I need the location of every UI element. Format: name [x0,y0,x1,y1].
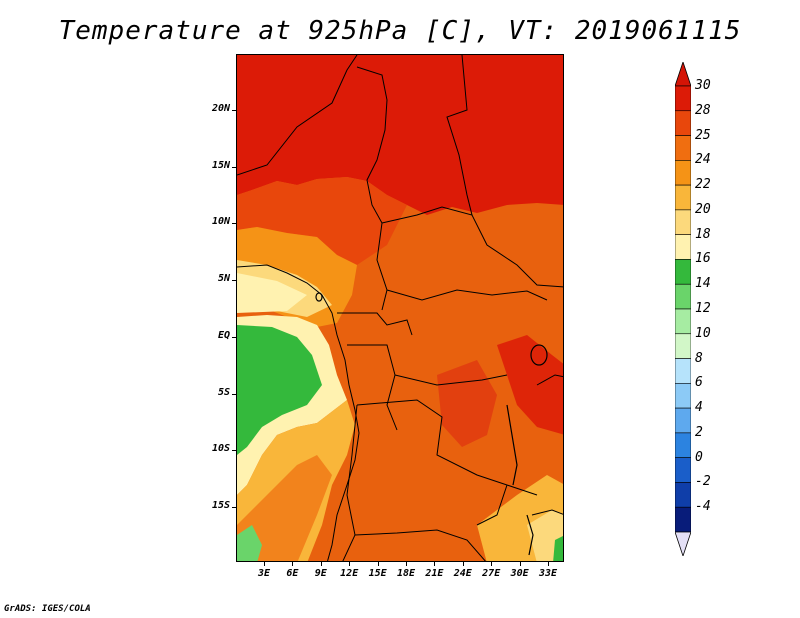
field-central-hot [437,360,497,447]
colorbar-segment [675,457,691,483]
colorbar-label: -2 [695,474,711,490]
lon-tick [548,562,549,566]
colorbar-segment [675,358,691,384]
colorbar-label: 4 [695,400,703,416]
lat-tick [232,506,236,508]
colorbar-label: 16 [695,251,711,267]
colorbar-segment [675,184,691,211]
field-sahel [237,177,407,265]
lon-label: 12E [340,568,359,579]
lakes [315,292,548,556]
lon-tick [264,562,265,566]
lat-tick [232,223,236,225]
field-se-green [553,536,563,561]
colorbar-label: 18 [695,226,711,242]
colorbar-label: 30 [695,78,711,93]
lat-label: EQ [217,329,230,341]
colorbar-segment [675,432,691,458]
country-borders [237,55,563,561]
colorbar-segment [675,383,691,409]
lon-tick [434,562,436,566]
colorbar-segment [675,85,691,112]
lon-label: 30E [510,568,529,579]
lat-tick [232,336,236,338]
colorbar-label: 22 [695,177,711,193]
lon-tick [491,562,493,566]
field-ocean-green [237,325,322,455]
lon-tick [519,562,521,566]
lat-label: 10N [211,216,230,228]
lon-label: 33E [538,568,558,579]
colorbar-segment [675,234,691,260]
colorbar [675,62,691,556]
colorbar-label: 8 [695,350,703,366]
lon-label: 24E [453,568,472,579]
lat-label: 15N [211,159,230,171]
lon-tick [406,562,407,566]
lon-tick [292,562,294,566]
colorbar-label: -4 [695,499,711,515]
map-canvas [237,55,563,561]
temperature-map [236,54,564,562]
colorbar-top-arrow [675,62,691,87]
lon-label: 9E [314,568,327,579]
colorbar-label: 0 [695,449,703,465]
lat-tick [232,166,236,168]
lat-label: 5S [217,386,230,398]
coastline [237,264,360,561]
lon-label: 21E [425,568,444,579]
lat-tick [232,450,236,452]
colorbar-segment [675,160,691,186]
lon-label: 3E [257,568,271,579]
colorbar-label: 14 [695,276,711,292]
colorbar-segment [675,482,691,508]
field-north-hot [237,55,563,215]
lat-tick [232,110,236,111]
lat-label: 20N [211,103,230,114]
lon-label: 6E [286,568,299,579]
colorbar-segment [675,333,691,359]
colorbar-segment [675,407,691,434]
colorbar-segment [675,506,691,533]
colorbar-label: 28 [695,102,711,118]
lat-label: 15S [211,499,230,511]
lon-tick [462,562,464,566]
colorbar-segment [675,135,691,161]
colorbar-segment [675,259,691,285]
colorbar-label: 2 [695,424,703,440]
field-sw-orange [237,455,332,561]
lon-label: 15E [368,568,387,579]
colorbar-label: 20 [695,201,711,217]
lat-tick [232,393,236,395]
grads-credit: GrADS: IGES/COLA [4,604,91,614]
lon-tick [349,562,351,566]
colorbar-segment [675,209,691,235]
lat-label: 5N [217,273,230,285]
colorbar-label: 10 [695,325,711,341]
lon-label: 27E [482,568,501,579]
colorbar-segment [675,308,691,335]
colorbar-segment [675,283,691,310]
colorbar-label: 6 [695,375,703,391]
map-title: Temperature at 925hPa [C], VT: 201906111… [58,16,742,46]
field-coast-light [237,273,307,313]
lon-tick [320,562,322,566]
colorbar-label: 25 [695,127,711,143]
lon-tick [377,562,379,566]
field-sw-green [237,525,262,561]
colorbar-label: 12 [695,301,711,316]
colorbar-bottom-arrow [675,531,691,556]
field-se-pale [527,510,563,561]
colorbar-label: 24 [695,152,711,168]
colorbar-segment [675,110,691,136]
lat-label: 10S [211,443,230,455]
lon-label: 18E [396,568,416,579]
lat-tick [232,280,236,282]
